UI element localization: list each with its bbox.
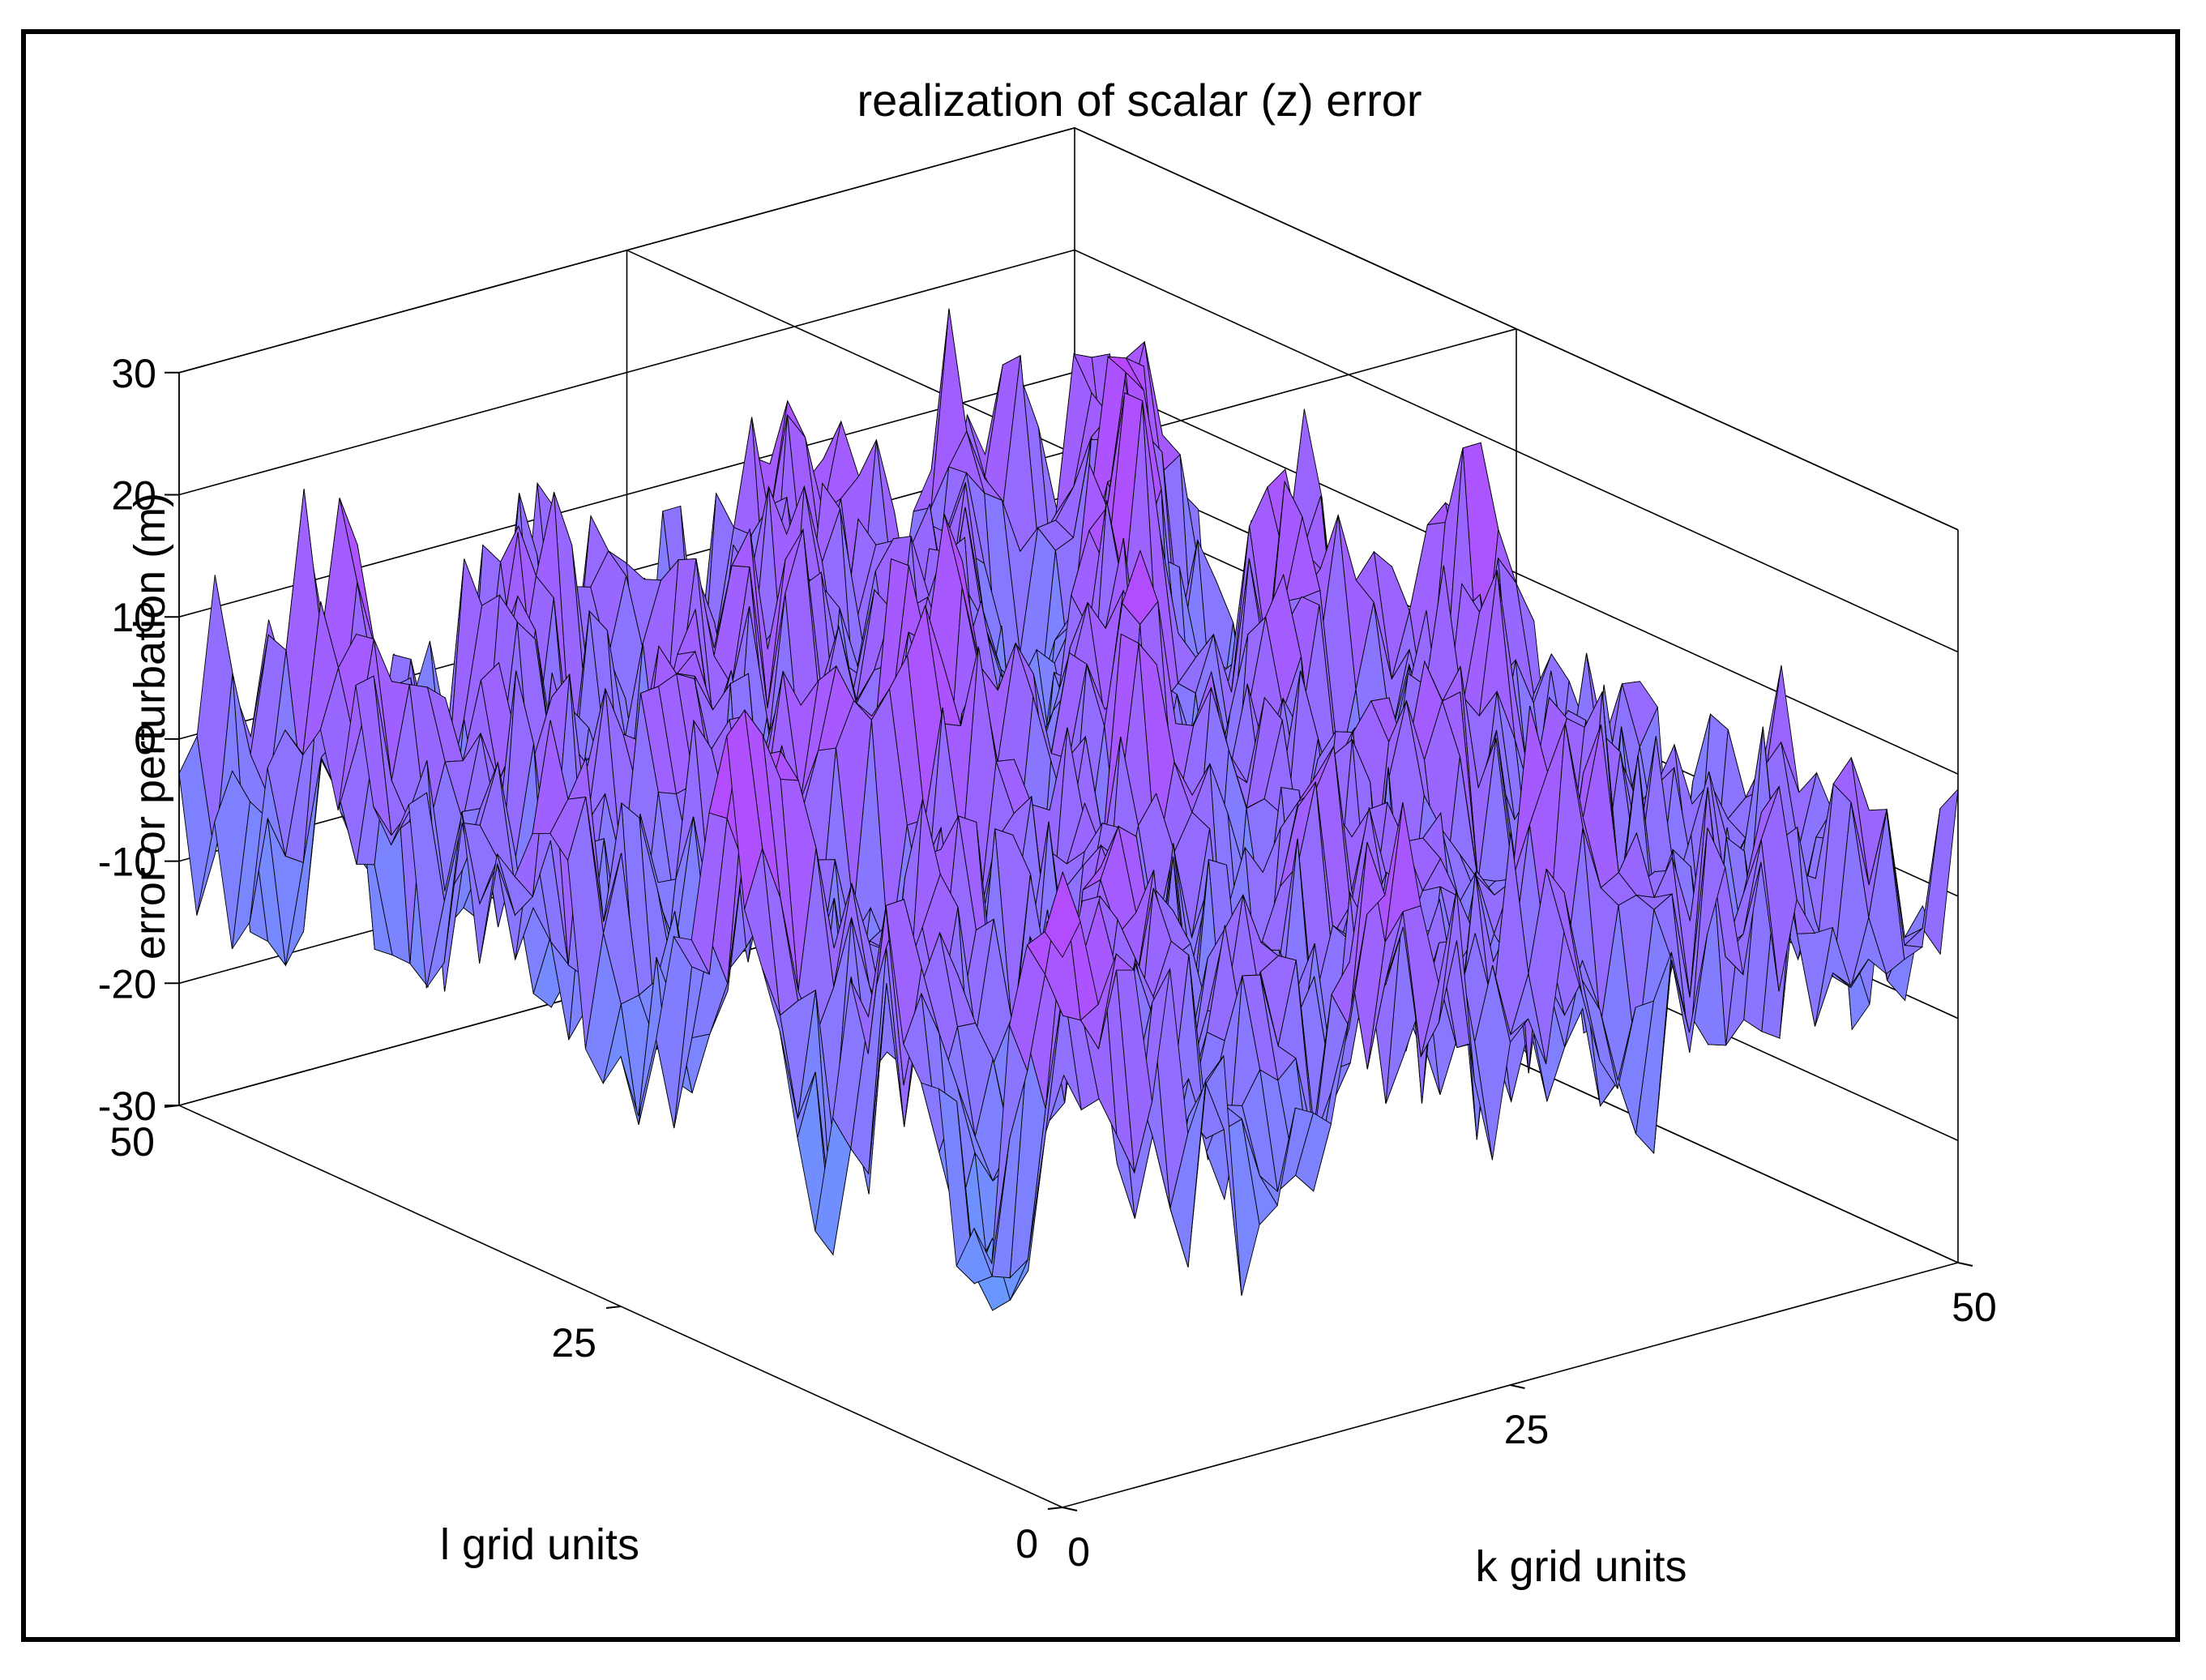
- z-tick-label: -30: [98, 1084, 156, 1129]
- z-tick-label: -20: [98, 961, 156, 1007]
- figure-frame: -30 -20 -10 0 10 20 30 0 25 50 0 25 50 realization o…: [21, 29, 2180, 1642]
- z-tick-label: 20: [111, 473, 156, 519]
- k-tick: [1957, 1262, 1973, 1267]
- l-tick: [1047, 1507, 1063, 1510]
- z-tick-label: 0: [134, 717, 156, 763]
- tick-layer: -30 -20 -10 0 10 20 30 0 25 50 0 25 50: [98, 351, 1997, 1575]
- k-tick-label: 50: [1952, 1285, 1997, 1330]
- z-tick-label: 10: [111, 595, 156, 640]
- chart-title: realization of scalar (z) error: [857, 75, 1422, 126]
- l-tick: [605, 1306, 622, 1309]
- surface-chart: -30 -20 -10 0 10 20 30 0 25 50 0 25 50 realization o…: [98, 75, 1997, 1591]
- l-tick: [164, 1105, 180, 1108]
- l-tick-label: 25: [551, 1320, 596, 1366]
- l-tick-label: 50: [109, 1119, 155, 1165]
- z-tick-label: 30: [111, 351, 156, 396]
- k-tick: [1062, 1507, 1078, 1511]
- surface-facet: [1044, 870, 1081, 958]
- k-tick-label: 25: [1504, 1407, 1550, 1452]
- y-axis-label: l grid units: [440, 1520, 639, 1569]
- back-grid-z-6: [178, 126, 1959, 531]
- back-grid-z-5: [178, 249, 1959, 653]
- z-axis-label: error or perturbation (m): [126, 493, 174, 960]
- surface-facet: [1922, 788, 1959, 955]
- z-tick-label: -10: [98, 840, 156, 885]
- k-tick: [1510, 1384, 1525, 1389]
- x-axis-label: k grid units: [1475, 1542, 1687, 1591]
- surface-mesh: [178, 308, 1959, 1311]
- k-tick-label: 0: [1067, 1529, 1090, 1575]
- l-tick-label: 0: [1015, 1521, 1038, 1567]
